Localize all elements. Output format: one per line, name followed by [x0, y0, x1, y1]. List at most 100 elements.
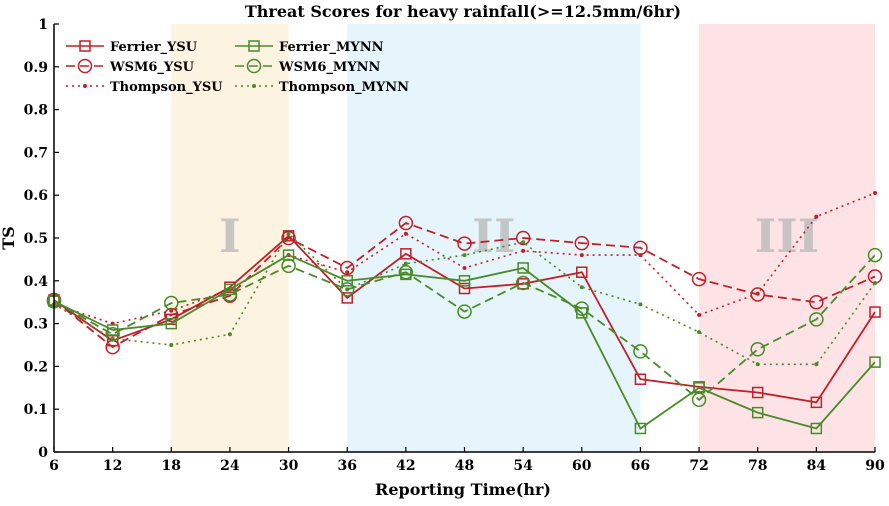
series-line-Thompson_MYNN — [53, 232, 876, 366]
x-tick-label-6: 6 — [49, 458, 59, 474]
data-point-Ferrier_MYNN-54 — [517, 262, 529, 274]
data-point-Ferrier_MYNN-78 — [751, 406, 764, 419]
data-point-Thompson_YSU-78 — [755, 291, 760, 296]
data-point-Ferrier_YSU-36 — [341, 292, 353, 304]
legend-marker-Thompson_YSU — [83, 84, 87, 88]
legend: Ferrier_YSU WSM6_YSU Thompson_YSU Ferrier_M… — [66, 40, 409, 95]
data-point-WSM6_MYNN-90 — [867, 247, 883, 263]
data-point-Thompson_MYNN-36 — [345, 287, 350, 292]
y-tick-label-0.4: 0.4 — [24, 274, 49, 290]
data-point-WSM6_YSU-54 — [515, 230, 531, 246]
region-label-3: III — [755, 209, 820, 263]
y-tick-label-0.9: 0.9 — [24, 60, 48, 76]
data-point-Ferrier_YSU-42 — [400, 248, 412, 260]
x-tick-label-30: 30 — [279, 458, 299, 474]
data-point-Thompson_MYNN-90 — [873, 280, 877, 285]
data-point-Thompson_MYNN-72 — [697, 330, 702, 335]
data-point-Thompson_MYNN-30 — [286, 231, 291, 236]
data-point-WSM6_MYNN-72 — [691, 392, 707, 408]
data-point-Ferrier_YSU-60 — [576, 266, 588, 278]
data-point-Thompson_MYNN-48 — [462, 253, 467, 258]
data-point-Ferrier_MYNN-30 — [282, 249, 295, 261]
x-tick-label-60: 60 — [572, 458, 592, 474]
region-band-2 — [347, 24, 641, 452]
data-point-WSM6_YSU-42 — [398, 215, 414, 231]
data-point-Thompson_YSU-60 — [579, 253, 584, 258]
data-point-Thompson_MYNN-78 — [755, 362, 760, 367]
data-point-WSM6_MYNN-78 — [750, 342, 765, 357]
region-band-3 — [699, 24, 875, 452]
x-tick-label-24: 24 — [220, 458, 240, 474]
data-point-WSM6_MYNN-60 — [574, 301, 590, 316]
legend-label-Thompson_MYNN: Thompson_MYNN — [279, 80, 409, 95]
data-point-Thompson_MYNN-18 — [169, 343, 174, 347]
y-tick-label-0: 0 — [38, 445, 48, 461]
data-point-Thompson_YSU-66 — [638, 253, 643, 258]
data-point-Ferrier_MYNN-48 — [458, 275, 471, 287]
x-tick-label-84: 84 — [807, 458, 827, 474]
x-tick-label-12: 12 — [103, 458, 122, 474]
data-point-WSM6_YSU-30 — [281, 230, 296, 246]
legend-marker-Ferrier_MYNN — [248, 40, 260, 52]
data-point-Ferrier_YSU-48 — [458, 282, 471, 295]
data-point-WSM6_MYNN-66 — [633, 344, 648, 359]
data-point-Ferrier_MYNN-36 — [341, 275, 353, 287]
region-label-2: II — [472, 209, 515, 263]
legend-label-WSM6_MYNN: WSM6_MYNN — [278, 60, 380, 75]
data-point-WSM6_YSU-84 — [809, 294, 824, 310]
data-point-Ferrier_MYNN-90 — [869, 356, 881, 368]
region-labels: I II III — [219, 209, 819, 263]
y-tick-label-0.8: 0.8 — [24, 103, 48, 119]
x-tick-label-36: 36 — [337, 458, 356, 474]
x-tick-label-54: 54 — [513, 458, 533, 474]
x-tick-label-90: 90 — [865, 458, 885, 474]
data-point-Thompson_YSU-42 — [403, 231, 408, 236]
y-tick-label-0.6: 0.6 — [24, 188, 48, 204]
series-line-Ferrier_MYNN — [53, 254, 876, 430]
data-point-Thompson_MYNN-60 — [579, 285, 584, 290]
data-point-WSM6_YSU-36 — [339, 260, 355, 276]
legend-marker-Ferrier_YSU — [79, 40, 91, 52]
data-point-WSM6_MYNN-42 — [398, 264, 414, 280]
legend-item-Ferrier_YSU: Ferrier_YSU — [66, 40, 198, 55]
data-point-Thompson_YSU-84 — [814, 214, 819, 219]
legend-marker-WSM6_YSU — [77, 58, 93, 74]
data-point-WSM6_YSU-18 — [164, 307, 179, 323]
data-point-Ferrier_YSU-90 — [869, 306, 881, 318]
data-point-WSM6_MYNN-48 — [457, 304, 472, 319]
y-tick-label-0.7: 0.7 — [24, 145, 48, 161]
legend-marker-WSM6_MYNN — [246, 58, 262, 74]
x-tick-label-48: 48 — [455, 458, 474, 474]
data-point-Thompson_MYNN-84 — [814, 362, 819, 367]
legend-item-Ferrier_MYNN: Ferrier_MYNN — [235, 40, 384, 55]
x-axis-label: Reporting Time(hr) — [375, 480, 551, 499]
data-point-Thompson_YSU-48 — [462, 265, 467, 270]
data-point-Thompson_YSU-90 — [873, 191, 877, 196]
data-point-WSM6_MYNN-54 — [515, 275, 531, 291]
x-tick-label-72: 72 — [689, 458, 708, 474]
data-point-WSM6_YSU-60 — [574, 235, 590, 251]
y-axis-label: TS — [0, 226, 18, 249]
x-tick-label-18: 18 — [162, 458, 181, 474]
y-tick-label-0.2: 0.2 — [24, 359, 48, 375]
x-tick-label-66: 66 — [631, 458, 650, 474]
legend-label-Ferrier_MYNN: Ferrier_MYNN — [279, 40, 384, 55]
chart-title: Threat Scores for heavy rainfall(>=12.5m… — [245, 2, 681, 21]
series-line-WSM6_YSU — [53, 221, 876, 349]
axes: 6 12 18 24 30 36 42 48 54 60 66 72 78 84 90 0 0.1 0.2 0.3 0… — [24, 17, 885, 474]
data-point-WSM6_MYNN-36 — [339, 282, 355, 297]
series-Thompson_MYNN — [52, 231, 877, 367]
legend-item-Thompson_MYNN: Thompson_MYNN — [235, 80, 409, 95]
y-tick-label-1: 1 — [38, 17, 48, 33]
legend-label-Thompson_YSU: Thompson_YSU — [110, 80, 223, 95]
data-point-Thompson_MYNN-66 — [638, 302, 643, 307]
data-point-Ferrier_MYNN-84 — [810, 422, 823, 435]
shaded-regions — [171, 24, 875, 452]
data-point-Ferrier_YSU-66 — [634, 373, 647, 385]
legend-item-WSM6_MYNN: WSM6_MYNN — [235, 58, 380, 75]
data-point-Ferrier_MYNN-18 — [165, 317, 178, 330]
data-point-Thompson_YSU-72 — [697, 313, 702, 318]
data-point-WSM6_YSU-72 — [691, 271, 707, 287]
series-Ferrier_MYNN — [48, 249, 881, 435]
